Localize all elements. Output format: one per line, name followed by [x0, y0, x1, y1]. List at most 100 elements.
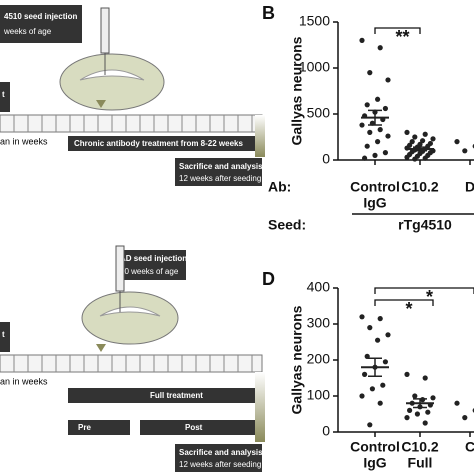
timeline-ticks — [13, 355, 253, 372]
data-point — [377, 45, 383, 51]
data-point — [422, 131, 428, 137]
x-tick-label: C10.2 — [401, 179, 439, 195]
error-bar — [368, 109, 382, 126]
group-label: rTg4510 — [398, 217, 452, 233]
data-point — [422, 375, 428, 381]
side-box — [0, 82, 10, 112]
data-point — [359, 122, 365, 128]
error-bar — [368, 357, 382, 377]
data-point — [430, 136, 436, 142]
data-point — [385, 332, 391, 338]
significance: * — [426, 287, 433, 307]
data-point — [367, 129, 373, 135]
treatment-text: Full treatment — [150, 391, 203, 400]
brain-detail — [79, 69, 145, 81]
y-tick-label: 500 — [307, 105, 331, 121]
data-point — [367, 325, 373, 331]
y-axis-label: Gallyas neurons — [289, 305, 305, 414]
panel-label: B — [262, 3, 275, 23]
data-point — [377, 127, 383, 133]
x-tick-label: C — [465, 439, 474, 455]
data-point — [385, 133, 391, 139]
post-box — [140, 420, 262, 435]
injection-age: weeks of age — [3, 27, 52, 36]
y-tick-label: 300 — [307, 315, 331, 331]
arrow — [96, 344, 106, 352]
y-tick-label: 1500 — [299, 13, 330, 29]
brain-detail — [99, 306, 161, 317]
data-point — [404, 129, 410, 135]
x-tick-label: Full — [408, 455, 433, 471]
error-bar — [413, 398, 427, 409]
side-box — [0, 322, 10, 352]
data-point — [375, 96, 381, 102]
data-point — [362, 155, 368, 161]
injection-box — [0, 5, 82, 43]
sacrifice-box — [175, 444, 262, 472]
timeline — [0, 354, 263, 373]
data-point — [412, 156, 418, 162]
data-point — [385, 77, 391, 83]
y-tick-label: 400 — [307, 279, 331, 295]
treatment-text: Chronic antibody treatment from 8-22 wee… — [74, 139, 243, 148]
data-point — [375, 337, 381, 343]
data-point — [404, 154, 410, 160]
data-point — [359, 314, 365, 320]
data-point — [454, 400, 460, 406]
data-point — [367, 422, 373, 428]
sacrifice-box — [175, 158, 262, 186]
injection-box — [116, 250, 186, 280]
syringe — [100, 7, 110, 54]
data-point — [414, 411, 420, 417]
significance-bracket — [374, 299, 434, 306]
data-point — [382, 105, 388, 112]
data-point — [412, 134, 418, 140]
y-tick-label: 0 — [322, 151, 330, 167]
x-tick-label: Control — [350, 439, 400, 455]
x-tick-label: D — [465, 179, 474, 195]
data-point — [377, 400, 383, 406]
y-tick-label: 1000 — [299, 59, 330, 75]
y-axis-label: Gallyas neurons — [289, 36, 305, 145]
row-label: Ab: — [268, 179, 291, 195]
pre-text: Pre — [78, 423, 91, 432]
data-point — [372, 152, 378, 158]
sacrifice-sub: 12 weeks after seeding — [179, 460, 261, 469]
data-point — [412, 393, 418, 399]
timeline-label: an in weeks — [0, 136, 48, 146]
data-point — [420, 138, 426, 144]
data-point — [364, 102, 370, 108]
data-point — [454, 139, 460, 145]
timeline-ticks — [13, 115, 253, 132]
side-text: t — [2, 330, 5, 339]
data-point — [462, 148, 468, 154]
error-bar — [413, 146, 427, 152]
data-point — [462, 415, 468, 421]
x-tick-label: IgG — [363, 455, 386, 471]
significance: * — [405, 299, 412, 319]
panel-label: D — [262, 269, 275, 289]
data-point — [359, 393, 365, 399]
data-point — [367, 70, 373, 76]
data-point — [382, 359, 388, 365]
data-point — [375, 139, 381, 145]
syringe — [115, 245, 125, 292]
significance: ** — [395, 27, 409, 47]
significance-bracket — [374, 27, 421, 34]
row-label: Seed: — [268, 217, 306, 233]
data-point — [407, 407, 413, 413]
x-tick-label: Control — [350, 179, 400, 195]
arrow — [255, 372, 265, 442]
data-point — [377, 316, 383, 322]
y-tick-label: 100 — [307, 387, 331, 403]
sacrifice-text: Sacrifice and analysis — [179, 448, 263, 457]
post-text: Post — [185, 423, 203, 432]
data-point — [404, 415, 410, 421]
sacrifice-sub: 12 weeks after seeding — [179, 174, 261, 183]
significance-bracket — [374, 287, 474, 294]
sacrifice-text: Sacrifice and analysis — [179, 162, 263, 171]
diagram-top: 4510 seed injection weeks of age t an in… — [0, 5, 265, 186]
data-point — [409, 139, 415, 145]
y-tick-label: 200 — [307, 351, 331, 367]
